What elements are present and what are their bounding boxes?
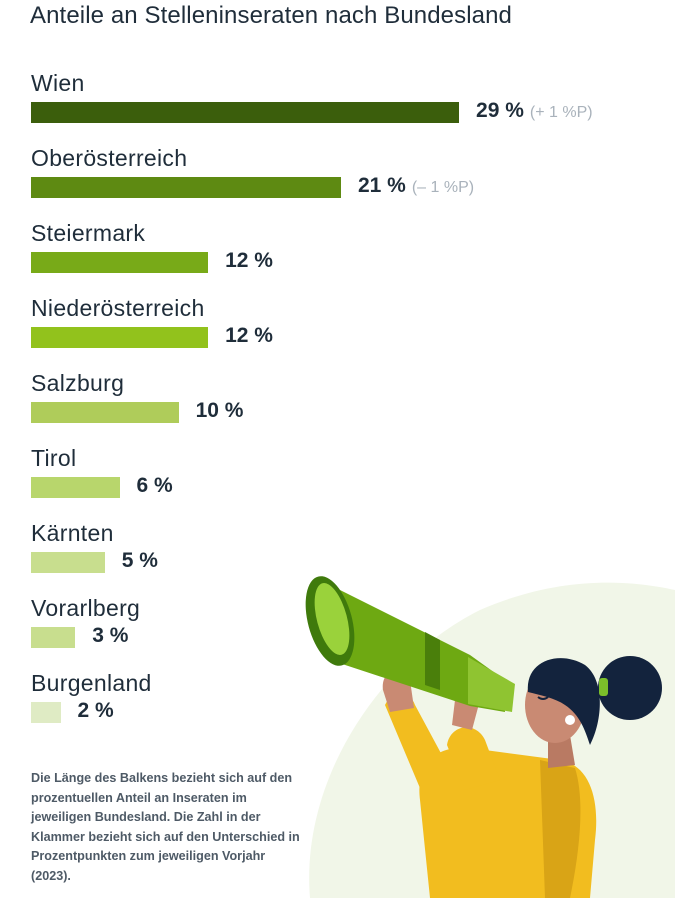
category-label: Kärnten [31, 520, 114, 546]
bar [31, 252, 209, 273]
bar [31, 477, 120, 498]
value-label-group: 6 % [137, 474, 173, 498]
bar [31, 102, 460, 123]
bar [31, 627, 76, 648]
value-label-group: 5 % [122, 549, 158, 573]
bar [31, 177, 341, 198]
footnote: Die Länge des Balkens bezieht sich auf d… [31, 771, 300, 883]
bar [31, 327, 209, 348]
value-label: 12 % [225, 324, 273, 347]
value-label: 5 % [121, 549, 158, 572]
change-label: (– 1 %P) [411, 179, 475, 196]
value-label: 2 % [77, 699, 114, 722]
category-label: Niederösterreich [31, 295, 205, 321]
bar [31, 702, 61, 723]
bar [31, 552, 105, 573]
value-label: 3 % [92, 624, 129, 647]
value-label-group: 12 % [225, 324, 273, 348]
value-label-group: 10 % [196, 399, 244, 423]
sweater-shadow [540, 760, 581, 898]
value-label: 21 % [357, 174, 406, 197]
category-label: Steiermark [31, 220, 146, 246]
change-label: (+ 1 %P) [529, 104, 593, 121]
bar [31, 402, 179, 423]
value-label: 12 % [225, 249, 273, 272]
sweater [419, 747, 597, 898]
value-label: 6 % [136, 474, 173, 497]
bar-chart: Wien 29 % (+ 1 %P) Oberösterreich 21 % (– 1 %… [31, 70, 593, 723]
category-label: Tirol [31, 445, 77, 471]
value-label-group: 12 % [225, 249, 273, 273]
value-label-group: 21 % (– 1 %P) [358, 174, 474, 198]
category-label: Burgenland [31, 670, 152, 696]
category-label: Oberösterreich [31, 145, 188, 171]
category-label: Wien [31, 70, 85, 96]
value-label: 29 % [476, 99, 524, 122]
value-label-group: 29 % (+ 1 %P) [476, 99, 593, 123]
category-label: Vorarlberg [31, 595, 141, 621]
chart-title: Anteile an Stelleninseraten nach Bundesl… [30, 2, 512, 29]
value-label-group: 2 % [78, 699, 114, 723]
value-label-group: 3 % [92, 624, 128, 648]
category-label: Salzburg [31, 370, 125, 396]
value-label: 10 % [195, 399, 244, 422]
